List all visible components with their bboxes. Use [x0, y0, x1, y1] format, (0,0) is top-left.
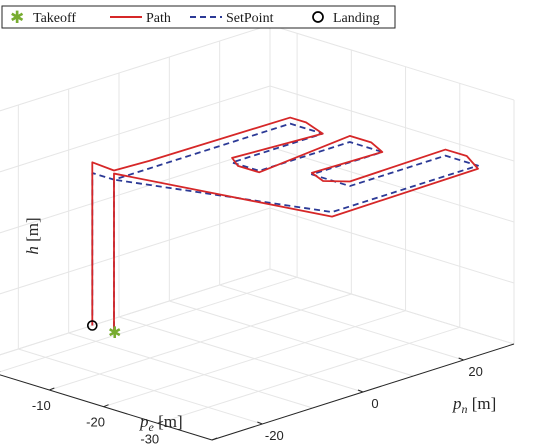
pe-tick-label: -20 [86, 415, 105, 430]
axis-labels: h [m] pe [m] pn [m] [23, 217, 496, 434]
legend-takeoff-marker: ✱ [10, 8, 24, 28]
grid-side-z [269, 146, 515, 223]
grid-floor-x [169, 300, 414, 377]
grid-side-z [269, 207, 515, 284]
legend-path-label: Path [146, 11, 171, 26]
pn-tick-label: -20 [265, 428, 284, 443]
legend-box [1, 5, 396, 29]
grid-floor-x [68, 332, 313, 409]
y-axis-line [0, 374, 213, 441]
grid-back-z [0, 85, 271, 173]
grid-back-z [0, 24, 271, 112]
legend: ✱ Takeoff Path SetPoint Landing [1, 5, 396, 29]
pn-tick [458, 357, 464, 361]
pe-tick-label: -10 [32, 398, 51, 413]
grid-floor-y [157, 326, 460, 424]
series-setpoint [91, 122, 479, 333]
grid [0, 24, 515, 441]
grid-side-z [269, 268, 515, 345]
legend-landing-label: Landing [333, 11, 380, 26]
pn-tick [257, 421, 263, 425]
pe-tick [49, 387, 55, 391]
grid-floor-x [219, 284, 464, 361]
grid-floor-x [18, 348, 263, 425]
pe-tick [211, 437, 218, 441]
legend-landing-marker [312, 11, 324, 23]
pn-tick-label: 20 [468, 364, 482, 379]
grid-floor-y [103, 310, 406, 408]
series-path [91, 116, 479, 333]
grid-floor-y [0, 276, 298, 373]
markers: ✱ [87, 320, 121, 342]
takeoff-marker: ✱ [108, 323, 121, 342]
legend-takeoff-label: Takeoff [33, 11, 76, 26]
grid-side-z [269, 85, 515, 162]
pe-axis-label: pe [m] [139, 412, 183, 434]
pe-tick [103, 404, 109, 408]
grid-floor-x [118, 316, 364, 393]
series [91, 116, 479, 333]
z-axis-label: h [m] [23, 217, 42, 254]
grid-side-z [269, 24, 515, 101]
pe-tick [157, 420, 163, 424]
pn-tick [357, 389, 364, 393]
pn-tick-label: 0 [371, 396, 378, 411]
pn-axis-label: pn [m] [452, 394, 496, 416]
legend-setpoint-label: SetPoint [226, 11, 274, 26]
landing-marker [87, 320, 98, 331]
pe-tick-label: -30 [140, 431, 159, 445]
grid-floor-y [49, 293, 352, 391]
